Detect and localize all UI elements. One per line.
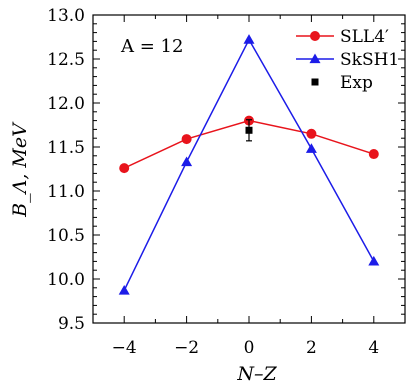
x-tick-label: −4 <box>112 338 137 358</box>
legend-marker <box>309 53 321 64</box>
legend-marker <box>311 78 319 86</box>
y-tick-label: 10.0 <box>47 270 85 290</box>
y-tick-label: 13.0 <box>47 6 85 26</box>
ticks: −4 −2 0 2 4 9.5 10.0 10.5 11.0 11.5 12.0 12.5 13.0 <box>47 6 406 358</box>
legend-marker <box>310 31 320 41</box>
series-1 <box>118 34 380 295</box>
y-tick-label: 12.0 <box>47 94 85 114</box>
legend-label: SkSH1 <box>340 50 399 70</box>
y-tick-label: 12.5 <box>47 50 85 70</box>
legend-item: SLL4′ <box>296 27 389 47</box>
data-point <box>118 284 130 295</box>
series-2 <box>245 119 253 142</box>
data-point <box>243 34 255 44</box>
x-tick-label: −2 <box>174 338 199 358</box>
series-line <box>123 38 375 291</box>
data-point <box>119 163 130 174</box>
annotation-label: A = 12 <box>120 36 183 57</box>
y-axis-label: B_Λ, MeV <box>9 121 31 218</box>
legend-item: Exp <box>311 73 373 93</box>
x-tick-label: 2 <box>306 338 317 358</box>
data-point <box>306 128 317 139</box>
legend-label: SLL4′ <box>340 27 389 47</box>
x-tick-label: 0 <box>244 338 255 358</box>
data-point <box>181 156 193 167</box>
y-tick-label: 11.5 <box>47 138 85 158</box>
data-point <box>368 255 380 266</box>
y-tick-label: 9.5 <box>58 314 85 334</box>
legend-label: Exp <box>340 73 373 93</box>
x-tick-label: 4 <box>368 338 379 358</box>
data-point <box>245 126 253 134</box>
data-point <box>181 134 192 145</box>
y-tick-label: 11.0 <box>47 182 85 202</box>
legend: SLL4′ SkSH1 Exp <box>296 27 399 93</box>
x-axis-label: N–Z <box>236 363 277 385</box>
legend-item: SkSH1 <box>296 50 399 70</box>
data-point <box>305 143 317 153</box>
data-point <box>368 149 379 160</box>
series-area <box>118 34 380 295</box>
y-tick-label: 10.5 <box>47 226 85 246</box>
